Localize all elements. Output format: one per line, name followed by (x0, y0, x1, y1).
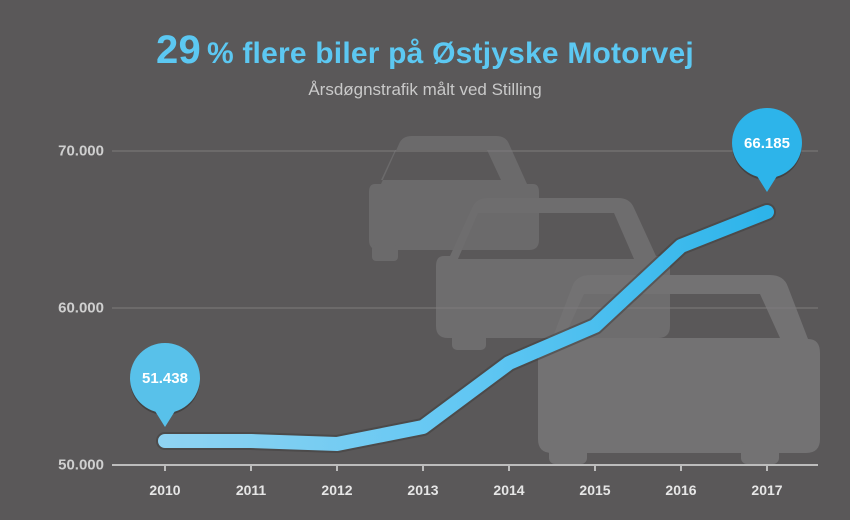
x-tick-2014: 2014 (493, 482, 525, 498)
x-tick-2016: 2016 (665, 482, 697, 498)
y-tick-50000: 50.000 (58, 456, 104, 474)
chart-subtitle: Årsdøgnstrafik målt ved Stilling (308, 80, 542, 99)
x-axis-ticks (164, 465, 768, 471)
title-text: % flere biler på Østjyske Motorvej (206, 37, 694, 70)
x-tick-2011: 2011 (235, 482, 267, 498)
x-tick-2015: 2015 (579, 482, 611, 498)
x-tick-2010: 2010 (149, 482, 181, 498)
x-tick-2012: 2012 (321, 482, 353, 498)
callout-2017-pointer (757, 176, 777, 192)
car-icon-front (538, 275, 820, 464)
chart-title: 29% flere biler på Østjyske Motorvej (0, 28, 850, 73)
x-tick-2013: 2013 (407, 482, 439, 498)
callout-2010-value: 51.438 (130, 343, 200, 413)
title-percent-number: 29 (156, 28, 201, 72)
y-tick-70000: 70.000 (58, 142, 104, 160)
x-tick-2017: 2017 (751, 482, 783, 498)
car-icon-back (369, 136, 539, 261)
callout-2017-value: 66.185 (732, 108, 802, 178)
callout-2010-pointer (155, 411, 175, 427)
y-tick-60000: 60.000 (58, 299, 104, 317)
car-icon-middle (436, 198, 670, 350)
traffic-line-stroke (158, 205, 774, 451)
